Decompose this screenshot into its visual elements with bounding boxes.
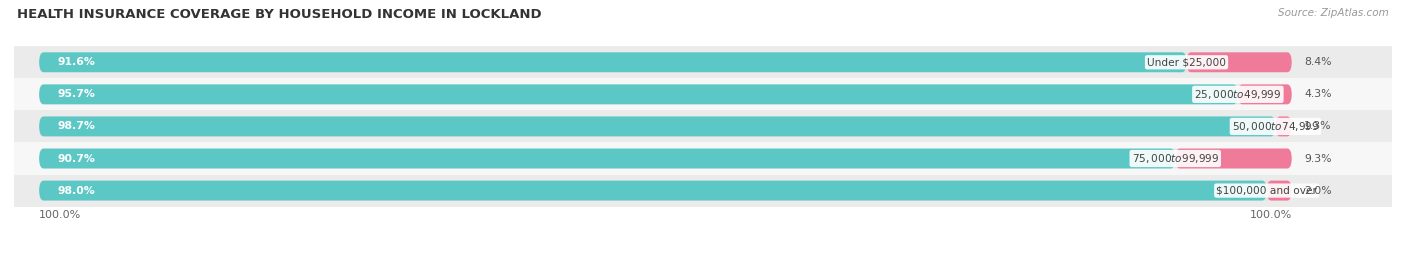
Text: $100,000 and over: $100,000 and over <box>1216 186 1317 196</box>
FancyBboxPatch shape <box>1267 181 1292 200</box>
Text: $25,000 to $49,999: $25,000 to $49,999 <box>1194 88 1281 101</box>
Text: HEALTH INSURANCE COVERAGE BY HOUSEHOLD INCOME IN LOCKLAND: HEALTH INSURANCE COVERAGE BY HOUSEHOLD I… <box>17 8 541 21</box>
Text: 1.3%: 1.3% <box>1305 121 1331 132</box>
FancyBboxPatch shape <box>1175 148 1292 168</box>
FancyBboxPatch shape <box>39 52 1187 72</box>
Text: Source: ZipAtlas.com: Source: ZipAtlas.com <box>1278 8 1389 18</box>
Bar <box>14 143 1392 175</box>
Text: $75,000 to $99,999: $75,000 to $99,999 <box>1132 152 1219 165</box>
Text: 4.3%: 4.3% <box>1305 89 1331 99</box>
FancyBboxPatch shape <box>39 84 1292 104</box>
Text: 90.7%: 90.7% <box>58 154 96 164</box>
Bar <box>14 78 1392 110</box>
FancyBboxPatch shape <box>39 181 1267 200</box>
Bar <box>14 110 1392 143</box>
FancyBboxPatch shape <box>39 116 1292 136</box>
FancyBboxPatch shape <box>39 148 1292 168</box>
FancyBboxPatch shape <box>39 148 1175 168</box>
FancyBboxPatch shape <box>39 52 1292 72</box>
FancyBboxPatch shape <box>1187 52 1292 72</box>
Text: 95.7%: 95.7% <box>58 89 96 99</box>
FancyBboxPatch shape <box>39 116 1275 136</box>
Text: 91.6%: 91.6% <box>58 57 96 67</box>
Text: 98.7%: 98.7% <box>58 121 96 132</box>
Text: 98.0%: 98.0% <box>58 186 96 196</box>
Text: 100.0%: 100.0% <box>39 210 82 221</box>
Text: 2.0%: 2.0% <box>1305 186 1331 196</box>
FancyBboxPatch shape <box>39 84 1237 104</box>
FancyBboxPatch shape <box>1275 116 1292 136</box>
Bar <box>14 46 1392 78</box>
FancyBboxPatch shape <box>1237 84 1292 104</box>
Text: 9.3%: 9.3% <box>1305 154 1331 164</box>
FancyBboxPatch shape <box>39 181 1292 200</box>
Text: 8.4%: 8.4% <box>1305 57 1331 67</box>
Text: 100.0%: 100.0% <box>1250 210 1292 221</box>
Text: $50,000 to $74,999: $50,000 to $74,999 <box>1232 120 1319 133</box>
Text: Under $25,000: Under $25,000 <box>1147 57 1226 67</box>
Bar <box>14 175 1392 207</box>
